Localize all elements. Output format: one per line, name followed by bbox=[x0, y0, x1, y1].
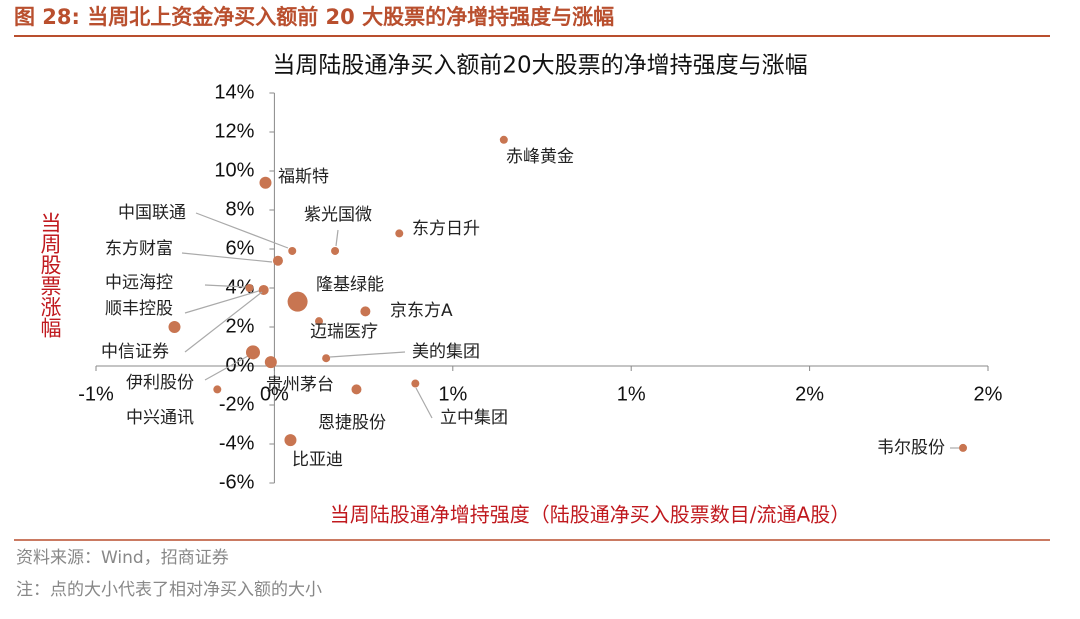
point bbox=[499, 135, 508, 144]
y-tick-label: 10% bbox=[214, 159, 254, 181]
leader-line bbox=[184, 289, 263, 314]
x-tick-label: 2% bbox=[974, 383, 1003, 405]
point bbox=[959, 443, 968, 452]
point-label: 中兴通讯 bbox=[126, 408, 194, 428]
point-label: 中远海控 bbox=[105, 273, 173, 293]
point bbox=[322, 354, 331, 363]
point-label: 贵州茅台 bbox=[266, 375, 334, 395]
point bbox=[411, 379, 420, 388]
point bbox=[351, 384, 362, 395]
y-tick-label: -6% bbox=[219, 471, 255, 493]
x-tick-label: 1% bbox=[617, 383, 646, 405]
point-label: 中国联通 bbox=[118, 203, 186, 223]
point bbox=[168, 321, 181, 333]
point bbox=[284, 434, 297, 447]
point-label: 赤峰黄金 bbox=[506, 147, 574, 167]
point-label: 中信证券 bbox=[101, 342, 169, 362]
point-label: 比亚迪 bbox=[292, 450, 343, 470]
point-label: 东方财富 bbox=[105, 239, 173, 259]
y-tick-label: 8% bbox=[225, 198, 254, 220]
point-label: 紫光国微 bbox=[304, 205, 372, 225]
y-tick-label: -4% bbox=[219, 432, 255, 454]
point bbox=[331, 246, 340, 255]
x-tick-label: 2% bbox=[795, 383, 824, 405]
x-tick-label: 0% bbox=[260, 383, 289, 405]
point-label: 福斯特 bbox=[278, 167, 329, 187]
x-axis-label: 当周陆股通净增持强度（陆股通净买入股票数目/流通A股） bbox=[330, 503, 850, 527]
y-tick-label: 0% bbox=[225, 354, 254, 376]
y-tick-label: 2% bbox=[225, 315, 254, 337]
point bbox=[264, 356, 277, 369]
point-label: 立中集团 bbox=[440, 408, 508, 428]
point-label: 东方日升 bbox=[412, 219, 480, 239]
y-axis-label: 当周股票涨幅 bbox=[38, 212, 62, 338]
source: 资料来源：Wind，招商证券 bbox=[16, 548, 229, 568]
x-tick-label: 1% bbox=[438, 383, 467, 405]
point bbox=[315, 317, 323, 326]
point bbox=[245, 284, 254, 292]
leader-line bbox=[184, 291, 263, 353]
point-label: 京东方A bbox=[390, 301, 453, 321]
leader-line bbox=[204, 355, 249, 381]
leader-line bbox=[329, 351, 406, 358]
y-tick-label: 6% bbox=[225, 237, 254, 259]
leader-line bbox=[415, 387, 433, 419]
point-label: 美的集团 bbox=[412, 342, 480, 362]
leader-line bbox=[335, 229, 339, 247]
point-label: 迈瑞医疗 bbox=[310, 322, 378, 342]
point bbox=[287, 291, 308, 312]
y-tick-label: 14% bbox=[214, 81, 254, 103]
y-tick-label: 12% bbox=[214, 120, 254, 142]
leader-line bbox=[195, 212, 289, 249]
chart-title: 当周陆股通净买入额前20大股票的净增持强度与涨幅 bbox=[272, 53, 807, 79]
x-tick-label: -1% bbox=[78, 383, 114, 405]
point bbox=[360, 306, 371, 317]
point bbox=[245, 345, 260, 360]
leader-line bbox=[181, 252, 273, 263]
point-label: 顺丰控股 bbox=[105, 299, 173, 319]
y-tick-label: -2% bbox=[219, 393, 255, 415]
point-label: 隆基绿能 bbox=[316, 275, 384, 295]
point bbox=[213, 385, 222, 394]
note: 注：点的大小代表了相对净买入额的大小 bbox=[16, 580, 322, 600]
point-label: 恩捷股份 bbox=[318, 413, 386, 433]
point-label: 伊利股份 bbox=[126, 373, 194, 393]
point bbox=[272, 255, 283, 266]
point-label: 韦尔股份 bbox=[877, 438, 945, 458]
point bbox=[288, 246, 297, 255]
figure-title: 图 28: 当周北上资金净买入额前 20 大股票的净增持强度与涨幅 bbox=[14, 5, 614, 29]
point bbox=[259, 176, 272, 189]
leader-line bbox=[204, 284, 247, 288]
point bbox=[395, 229, 404, 238]
